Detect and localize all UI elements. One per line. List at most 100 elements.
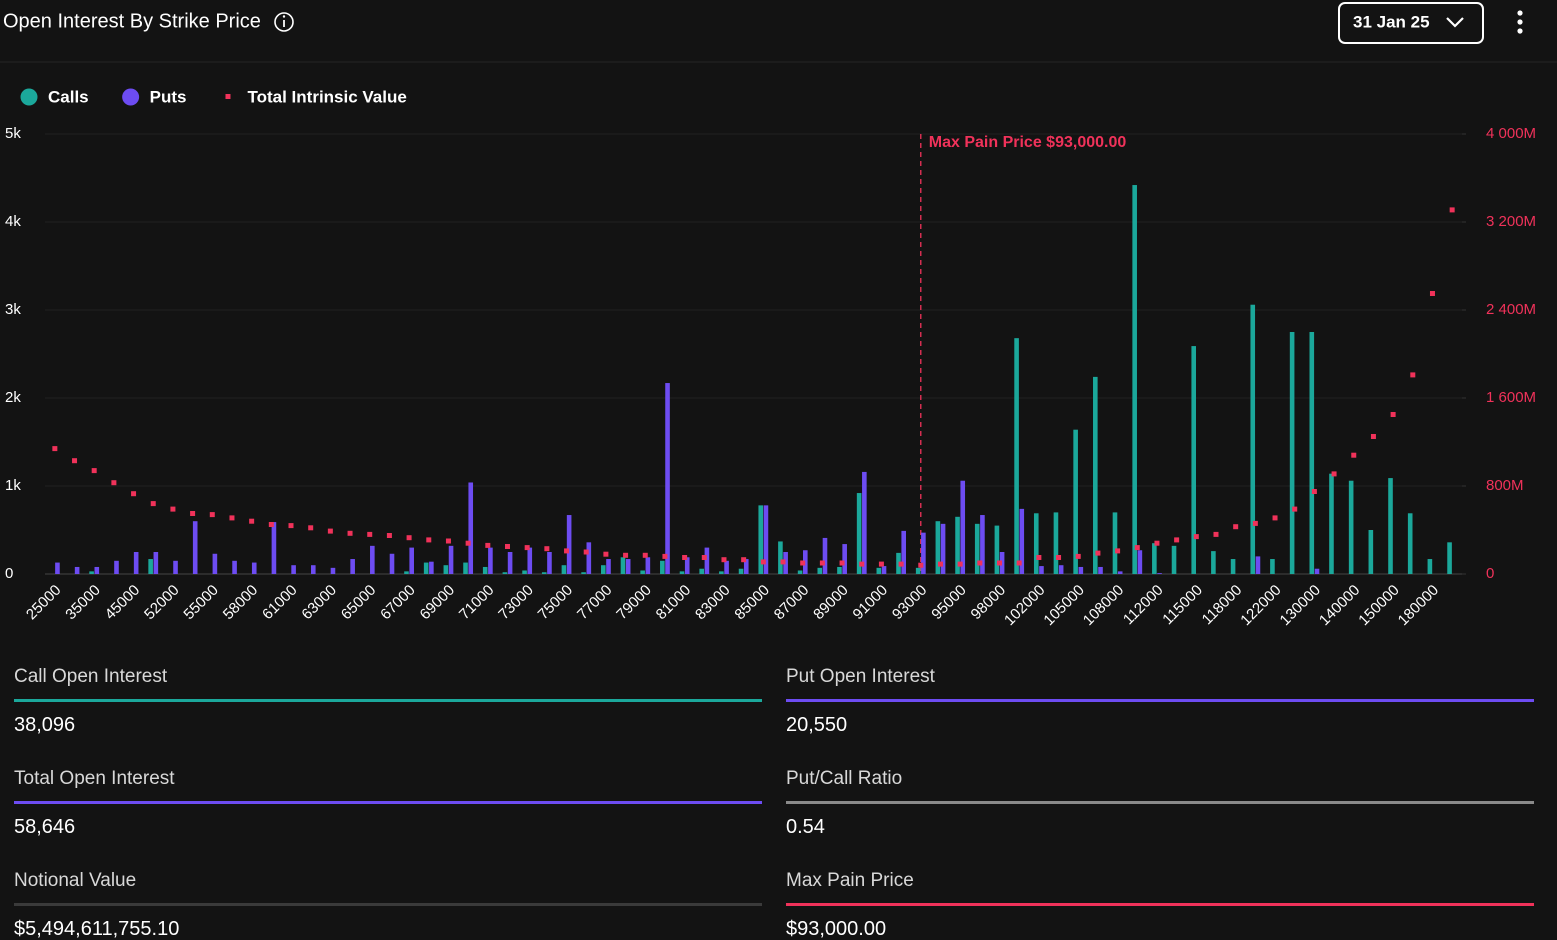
point: [1036, 555, 1042, 560]
point: [1351, 452, 1357, 458]
bar: [1191, 346, 1197, 574]
x-tick-label: 25000: [23, 582, 65, 624]
bar: [940, 523, 946, 574]
x-tick-label: 95000: [928, 582, 970, 624]
bar: [921, 532, 926, 574]
point: [701, 555, 707, 560]
bar: [133, 552, 139, 574]
stat: Max Pain Price $93,000.00: [786, 870, 1534, 940]
y-tick-label: 5k: [5, 125, 21, 142]
point: [1115, 548, 1121, 554]
bar: [1314, 568, 1320, 574]
x-tick-label: 35000: [62, 582, 104, 624]
point: [997, 560, 1003, 566]
point: [1056, 555, 1062, 560]
x-tick-label: 105000: [1040, 582, 1087, 629]
point: [504, 544, 510, 549]
point: [386, 533, 392, 538]
bar: [291, 565, 296, 574]
point: [524, 545, 530, 551]
bar: [935, 521, 941, 574]
point: [485, 542, 491, 548]
point: [839, 560, 845, 566]
point: [229, 515, 235, 521]
x-tick-label: 63000: [298, 582, 340, 624]
annotation: Max Pain Price $93,000.00: [929, 134, 1127, 151]
x-tick-label: 77000: [574, 582, 616, 624]
x-tick-label: 65000: [338, 582, 380, 624]
bar: [822, 537, 828, 574]
bar: [468, 482, 474, 574]
y2-tick-label: 3 200M: [1486, 213, 1536, 230]
bar: [586, 542, 592, 574]
bar: [94, 566, 100, 574]
bar: [1270, 559, 1275, 574]
bar: [1152, 543, 1157, 574]
bar: [999, 552, 1005, 574]
stat-label: Max Pain Price: [786, 870, 914, 891]
bar: [507, 552, 513, 574]
bar: [1447, 542, 1452, 574]
x-tick-label: 140000: [1316, 582, 1363, 629]
bar: [389, 553, 395, 574]
point: [150, 501, 156, 507]
y-tick-label: 1k: [5, 477, 21, 494]
y-tick-label: 3k: [5, 301, 21, 318]
bar: [704, 547, 710, 574]
point: [1233, 524, 1239, 530]
point: [760, 559, 766, 565]
bar: [665, 383, 670, 574]
y-tick-label: 4k: [5, 213, 21, 230]
bar: [148, 559, 153, 574]
legend-swatch: [20, 88, 38, 106]
y2-tick-label: 0: [1486, 565, 1494, 582]
point: [1449, 207, 1455, 213]
point: [1429, 291, 1435, 296]
bar: [1289, 332, 1295, 574]
point: [465, 540, 471, 546]
bar: [488, 547, 493, 574]
point: [209, 512, 215, 518]
bar: [1171, 545, 1177, 574]
point: [918, 562, 924, 568]
bar: [566, 515, 572, 574]
legend-label: Total Intrinsic Value: [247, 87, 406, 106]
bar: [448, 545, 454, 574]
bar: [960, 480, 966, 574]
info-icon[interactable]: [274, 12, 294, 32]
x-tick-label: 150000: [1355, 582, 1402, 629]
bar: [1211, 551, 1216, 574]
bar: [783, 552, 788, 574]
bar: [881, 566, 887, 574]
stat-underline: [14, 801, 762, 804]
point: [72, 458, 78, 464]
point: [1134, 545, 1140, 551]
point: [1095, 550, 1101, 556]
bar: [1098, 566, 1103, 574]
bar: [660, 560, 665, 574]
menu-button[interactable]: [1517, 10, 1523, 34]
point: [1410, 372, 1416, 378]
bar: [724, 560, 729, 574]
stat-label: Call Open Interest: [14, 666, 168, 687]
bar: [955, 516, 960, 574]
point: [1292, 506, 1298, 512]
bar: [232, 560, 237, 574]
bar: [541, 572, 547, 574]
point: [1174, 537, 1180, 543]
point: [1252, 520, 1258, 526]
bar: [901, 530, 907, 574]
date-select[interactable]: 31 Jan 25: [1338, 2, 1484, 44]
x-tick-label: 130000: [1277, 582, 1324, 629]
bar: [896, 552, 901, 574]
stat-label: Put Open Interest: [786, 666, 935, 687]
point: [583, 549, 589, 555]
bar: [620, 557, 626, 574]
point: [859, 561, 865, 567]
stat-label: Put/Call Ratio: [786, 768, 903, 789]
point: [347, 530, 353, 536]
point: [1213, 531, 1219, 537]
point: [131, 491, 137, 497]
bar: [251, 562, 257, 574]
